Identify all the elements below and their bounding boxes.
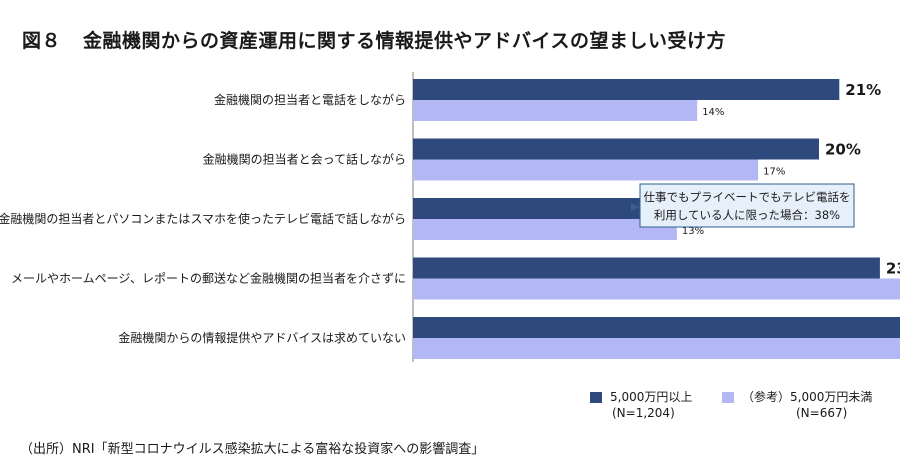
bar-series-a (413, 138, 819, 160)
legend-swatch-series-b (722, 392, 734, 403)
bar-series-b (413, 219, 677, 240)
annotation-text-line-2: 利用している人に限った場合：38% (654, 208, 840, 222)
category-label: 金融機関の担当者と会って話しながら (203, 152, 406, 167)
legend-sample-series-b: (N=667) (796, 406, 848, 420)
chart-title: 図８ 金融機関からの資産運用に関する情報提供やアドバイスの望ましい受け方 (22, 26, 726, 53)
legend-label-series-a: 5,000万円以上 (610, 390, 693, 404)
category-label: メールやホームページ、レポートの郵送など金融機関の担当者を介さずに (11, 271, 406, 286)
legend-label-series-b: （参考）5,000万円未満 (742, 390, 873, 404)
source-note: （出所）NRI「新型コロナウイルス感染拡大による富裕な投資家への影響調査」 (20, 442, 485, 457)
bar-series-b (413, 338, 900, 359)
data-label-series-a: 23% (886, 260, 900, 278)
data-label-series-a: 20% (825, 141, 861, 159)
category-label: 金融機関の担当者と電話をしながら (214, 92, 406, 107)
data-label-series-b: 13% (682, 226, 704, 237)
figure-label: 図８ (22, 30, 62, 52)
data-label-series-b: 17% (763, 167, 785, 178)
legend-swatch-series-a (590, 392, 602, 403)
legend-sample-series-a: (N=1,204) (612, 406, 675, 420)
bar-series-a (413, 317, 900, 338)
bar-series-b (413, 278, 900, 300)
category-label: 金融機関の担当者とパソコンまたはスマホを使ったテレビ電話で話しながら (0, 211, 406, 226)
bar-series-a (413, 79, 840, 100)
bar-series-a (413, 257, 880, 279)
data-label-series-a: 21% (845, 81, 881, 99)
data-label-series-b: 14% (702, 107, 724, 118)
annotation-text-line-1: 仕事でもプライベートでもテレビ電話を (644, 190, 851, 204)
annotation-arrow-head (631, 203, 639, 211)
bar-series-b (413, 159, 759, 181)
figure-title: 金融機関からの資産運用に関する情報提供やアドバイスの望ましい受け方 (83, 30, 726, 52)
bar-series-a (413, 198, 677, 219)
category-label: 金融機関からの情報提供やアドバイスは求めていない (118, 330, 406, 345)
bar-series-b (413, 100, 698, 121)
annotation-box (639, 183, 855, 228)
